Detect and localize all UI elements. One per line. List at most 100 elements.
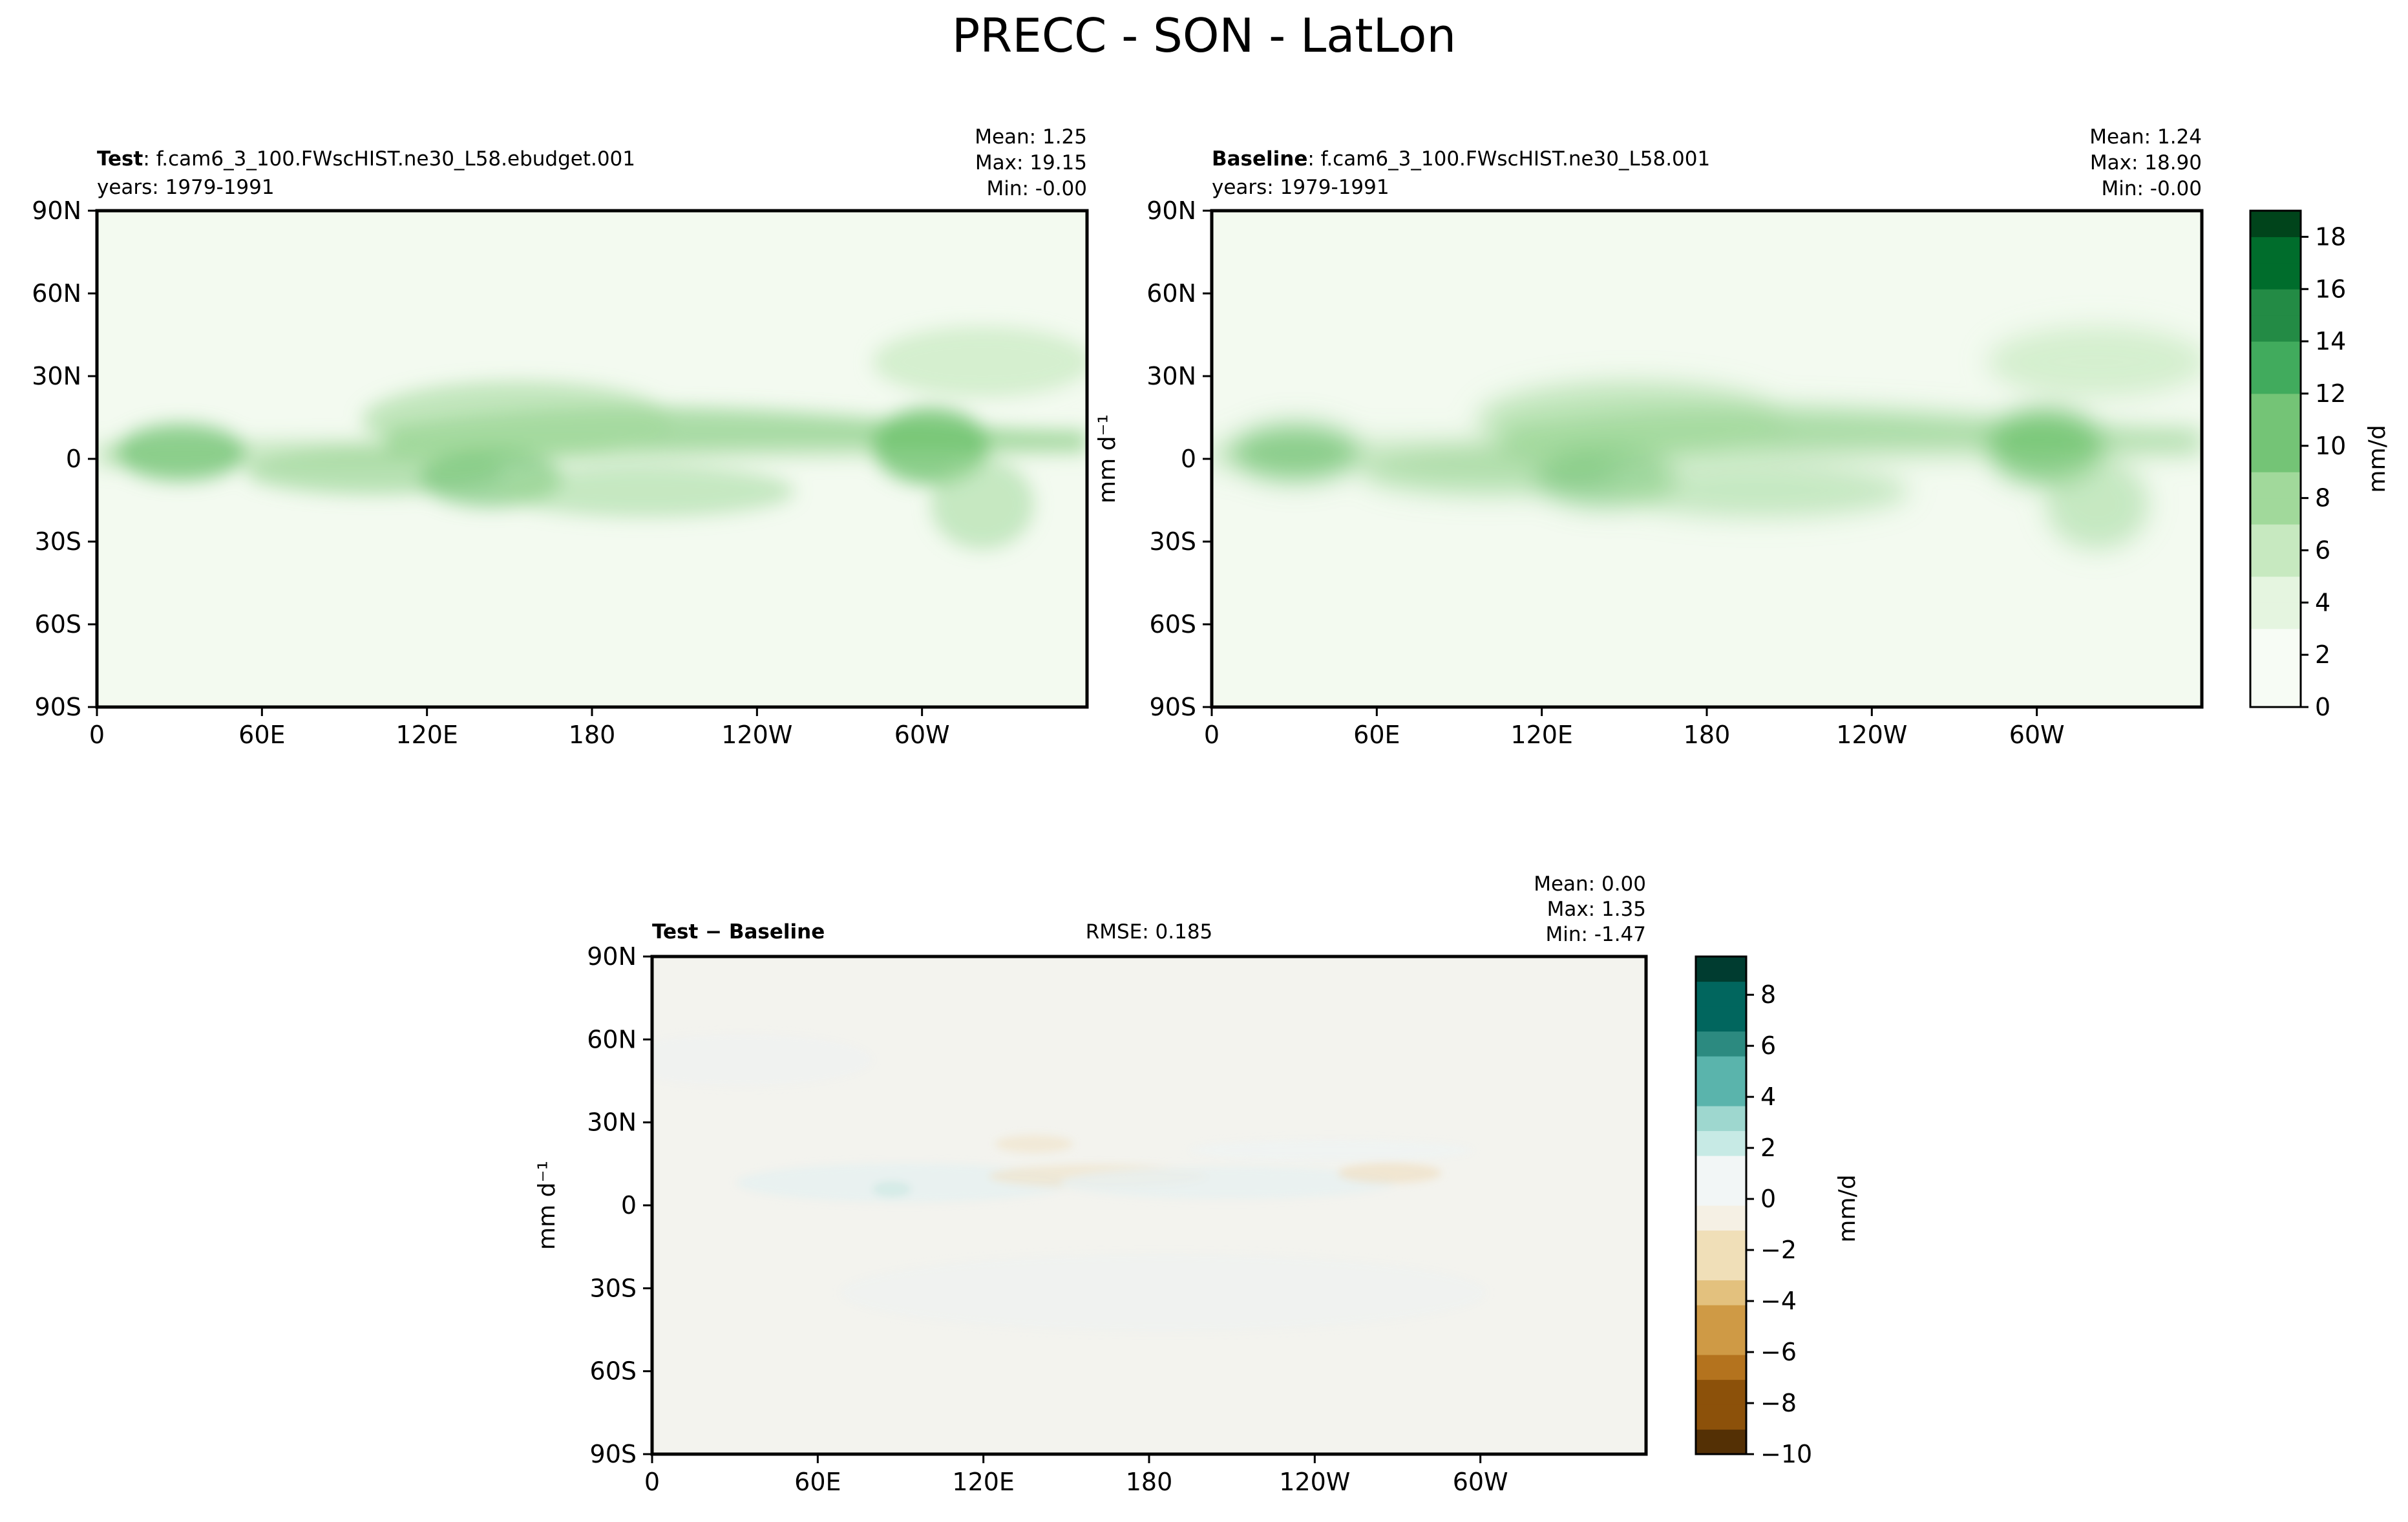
colorbar-swatch	[1696, 1130, 1746, 1156]
panel-diff-mean: Mean: 0.00	[1534, 872, 1646, 896]
x-tick-label: 60W	[2009, 721, 2065, 749]
colorbar-swatch	[2250, 445, 2301, 472]
x-tick-label: 0	[89, 721, 105, 749]
colorbar-tick-label: −4	[1760, 1287, 1797, 1315]
colorbar-swatch	[1696, 1031, 1746, 1057]
x-tick-label: 120W	[1836, 721, 1907, 749]
colorbar-swatch	[2250, 602, 2301, 629]
colorbar-tick-label: 2	[2315, 640, 2330, 669]
colorbar-tick-label: 8	[1760, 980, 1776, 1009]
colorbar-swatch	[2250, 341, 2301, 368]
y-tick-label: 30S	[590, 1274, 637, 1302]
colorbar-swatch	[1696, 1106, 1746, 1132]
x-tick-label: 180	[569, 721, 616, 749]
y-tick-label: 30S	[1150, 527, 1196, 556]
panel-diff-title-bold: Test	[652, 920, 699, 944]
x-tick-label: 60W	[894, 721, 950, 749]
colorbar-tick-label: 12	[2315, 379, 2346, 408]
panel-test-min: Min: -0.00	[986, 177, 1087, 200]
colorbar-swatch	[1696, 1429, 1746, 1455]
panel-test: Test: f.cam6_3_100.FWscHIST.ne30_L58.ebu…	[32, 125, 1089, 749]
panel-baseline-title-bold: Baseline	[1212, 147, 1307, 171]
colorbar-tick-label: −6	[1760, 1338, 1797, 1366]
x-tick-label: 60E	[238, 721, 285, 749]
panel-baseline-title: Baseline: f.cam6_3_100.FWscHIST.ne30_L58…	[1212, 147, 1710, 171]
y-tick-label: 60N	[1146, 279, 1196, 308]
panel-test-title-bold: Test	[97, 147, 143, 171]
figure-title: PRECC - SON - LatLon	[952, 8, 1456, 63]
panel-baseline-max: Max: 18.90	[2090, 151, 2202, 174]
colorbar-tick-label: 16	[2315, 275, 2346, 303]
colorbar-swatch	[1696, 1081, 1746, 1106]
panel-baseline-axes: 0 60E 120E 180 120W 60W 90N 60N 30N 0 30S 60S 90S	[1146, 196, 2064, 749]
colorbar-swatch	[1696, 1255, 1746, 1281]
panel-test-title-text: : f.cam6_3_100.FWscHIST.ne30_L58.ebudget…	[143, 147, 635, 171]
x-tick-label: 180	[1126, 1468, 1173, 1496]
panel-diff-min: Min: -1.47	[1545, 923, 1646, 946]
colorbar-tick-label: 18	[2315, 222, 2346, 251]
y-tick-label: 90S	[590, 1440, 637, 1468]
y-tick-label: 60S	[35, 610, 81, 639]
precip-colorbar: 0 2 4 6 8 10 12 14 16 18	[2249, 209, 2346, 721]
panel-test-axes: 0 60E 120E 180 120W 60W 90N 60N 30N 0 30S 60S 90S	[32, 196, 949, 749]
colorbar-swatch	[1696, 1230, 1746, 1256]
panel-baseline-mean: Mean: 1.24	[2089, 125, 2202, 149]
colorbar-tick-label: 4	[1760, 1083, 1776, 1111]
panel-test-max: Max: 19.15	[975, 151, 1087, 174]
colorbar-swatch	[2250, 419, 2301, 447]
colorbar-swatch	[2250, 289, 2301, 316]
y-tick-label: 60N	[32, 279, 81, 308]
panel-diff-ylabel: mm d⁻¹	[534, 1161, 560, 1250]
panel-diff-title-text: − Baseline	[698, 920, 825, 944]
diff-colorbar-label: mm/d	[1834, 1174, 1861, 1242]
colorbar-swatch	[1696, 981, 1746, 1007]
panel-baseline-min: Min: -0.00	[2101, 177, 2202, 200]
panel-test-years: years: 1979-1991	[97, 176, 275, 199]
y-tick-label: 0	[621, 1191, 637, 1220]
panel-diff-axes: 0 60E 120E 180 120W 60W 90N 60N 30N 0 30S 60S 90S	[587, 942, 1508, 1496]
y-tick-label: 0	[1181, 445, 1196, 473]
y-tick-label: 30N	[1146, 362, 1196, 390]
x-tick-label: 0	[644, 1468, 660, 1496]
map-background	[652, 957, 1646, 1454]
y-tick-label: 90N	[32, 196, 81, 225]
y-tick-label: 90N	[587, 942, 637, 971]
y-tick-label: 60S	[590, 1357, 637, 1386]
colorbar-tick-label: −8	[1760, 1389, 1797, 1417]
colorbar-swatch	[2250, 576, 2301, 603]
x-tick-label: 120W	[1279, 1468, 1350, 1496]
diff-colorbar: 8 6 4 2 0 −2 −4 −6 −8 −10	[1695, 955, 1812, 1468]
colorbar-swatch	[1696, 1280, 1746, 1305]
y-tick-label: 60S	[1150, 610, 1196, 639]
y-tick-label: 30N	[32, 362, 81, 390]
x-tick-label: 120E	[1510, 721, 1573, 749]
colorbar-swatch	[2250, 315, 2301, 342]
diff-field	[652, 1034, 1486, 1331]
x-tick-label: 120E	[396, 721, 458, 749]
colorbar-tick-label: 10	[2315, 432, 2346, 460]
colorbar-swatch	[1696, 1006, 1746, 1032]
panel-baseline-title-text: : f.cam6_3_100.FWscHIST.ne30_L58.001	[1307, 147, 1710, 171]
y-tick-label: 60N	[587, 1025, 637, 1053]
colorbar-swatch	[1696, 1379, 1746, 1405]
colorbar-swatch	[2250, 550, 2301, 577]
colorbar-swatch	[2250, 524, 2301, 551]
colorbar-tick-label: 14	[2315, 327, 2346, 355]
precip-colorbar-label: mm/d	[2364, 425, 2391, 492]
x-tick-label: 180	[1684, 721, 1731, 749]
panel-baseline-ylabel: mm d⁻¹	[1094, 414, 1121, 503]
colorbar-tick-label: −2	[1760, 1236, 1797, 1264]
panel-baseline-years: years: 1979-1991	[1212, 176, 1389, 199]
colorbar-swatch	[1696, 1305, 1746, 1331]
panel-test-mean: Mean: 1.25	[975, 125, 1087, 149]
colorbar-swatch	[2250, 262, 2301, 290]
y-tick-label: 0	[66, 445, 81, 473]
colorbar-swatch	[2250, 681, 2301, 708]
colorbar-frame	[1695, 955, 1748, 1455]
colorbar-swatch	[1696, 1180, 1746, 1206]
y-tick-label: 30S	[35, 527, 81, 556]
x-tick-label: 60E	[794, 1468, 841, 1496]
y-tick-label: 30N	[587, 1108, 637, 1137]
colorbar-swatch	[1696, 1056, 1746, 1082]
